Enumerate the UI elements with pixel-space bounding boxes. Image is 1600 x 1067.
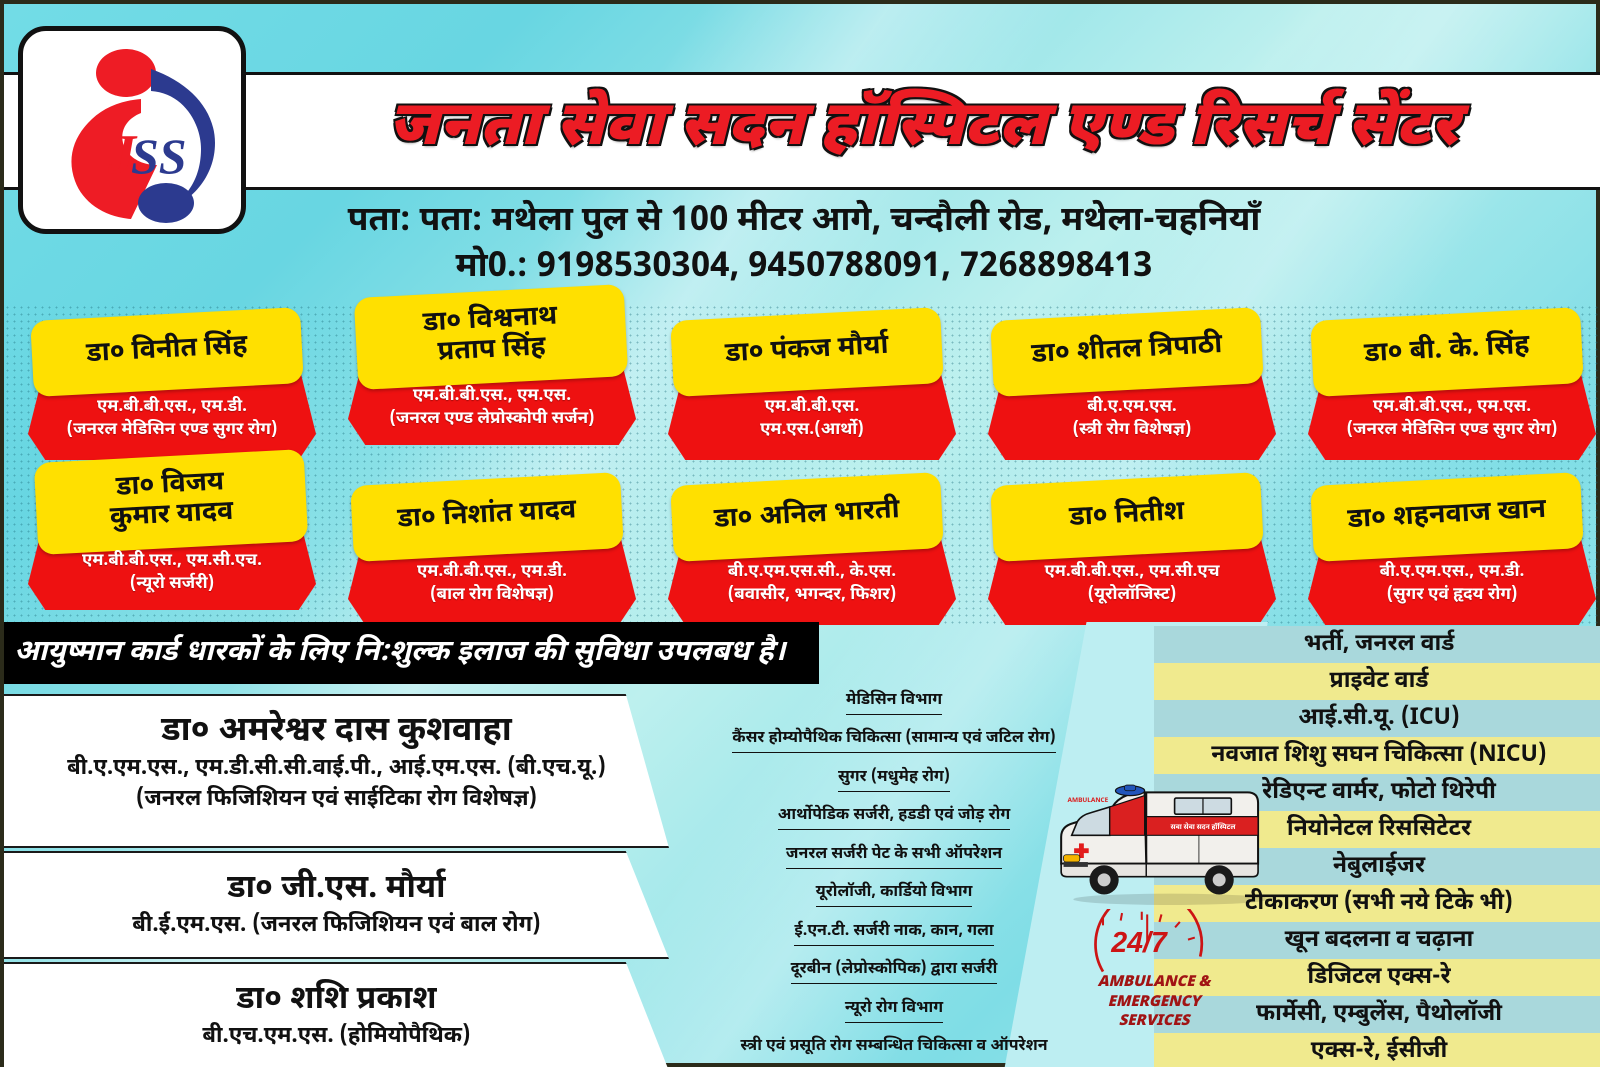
svg-text:24/7: 24/7	[1110, 927, 1168, 959]
svg-text:SS: SS	[131, 128, 187, 184]
svg-text:सवा सेवा सदन हॉस्पिटल: सवा सेवा सदन हॉस्पिटल	[1171, 823, 1237, 832]
svg-text:AMBULANCE: AMBULANCE	[1068, 796, 1109, 805]
